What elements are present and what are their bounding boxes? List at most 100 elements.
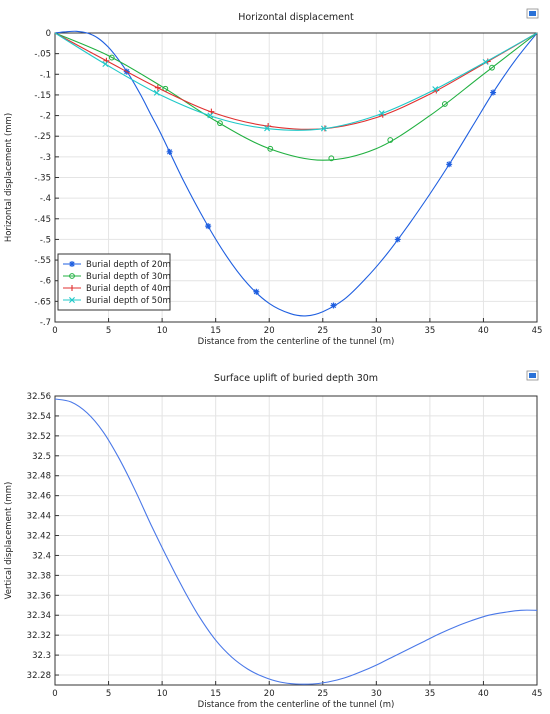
data-point [432, 86, 439, 93]
legend-marker [69, 261, 75, 267]
y-tick-label: 32.54 [27, 412, 51, 422]
data-point [482, 58, 489, 65]
plot-frame [54, 32, 538, 323]
legend-item: Burial depth of 20m [63, 260, 171, 270]
data-point [267, 145, 274, 152]
y-tick-label: 32.46 [27, 492, 51, 502]
legend-item: Burial depth of 30m [63, 272, 171, 282]
y-axis-label: Horizontal displacement (mm) [4, 113, 14, 242]
x-axis-label: Distance from the centerline of the tunn… [198, 337, 395, 347]
x-tick-label: 5 [106, 689, 111, 699]
data-point [166, 148, 173, 155]
y-tick-label: 0 [46, 29, 51, 39]
series-line [54, 398, 538, 685]
data-point [320, 125, 327, 132]
y-tick-label: -.65 [34, 297, 51, 307]
series-line [54, 32, 538, 130]
x-tick-label: 40 [478, 326, 489, 336]
export-plot-icon [526, 8, 539, 19]
y-tick-label: -.35 [34, 174, 51, 184]
y-tick-label: 32.5 [32, 452, 51, 462]
data-point [154, 84, 161, 91]
horizontal-displacement-svg: Horizontal displacement 0 5 10 15 20 25 30 35 40 4… [4, 8, 543, 347]
legend-marker [69, 273, 75, 279]
series-line [54, 30, 538, 317]
y-tick-label: -.4 [40, 194, 51, 204]
x-tick-label: 30 [371, 326, 382, 336]
legend-label: Burial depth of 50m [86, 296, 171, 306]
data-point [489, 64, 495, 71]
x-tick-label: 5 [106, 326, 111, 336]
data-point [328, 155, 335, 162]
surface-uplift-chart: Surface uplift of buried depth 30m 0 5 10 15… [0, 358, 550, 710]
data-point [394, 236, 401, 243]
y-tick-label: -.1 [40, 70, 51, 80]
legend-item: Burial depth of 50m [63, 296, 171, 306]
x-tick-label: 20 [264, 689, 275, 699]
data-point [265, 123, 272, 130]
series-line [54, 32, 538, 131]
surface-uplift-svg: Surface uplift of buried depth 30m 0 5 10 15… [4, 370, 543, 710]
y-tick-label: 32.44 [27, 512, 51, 522]
legend-marker [69, 297, 75, 303]
data-point [490, 89, 497, 96]
x-tick-label: 45 [532, 689, 543, 699]
legend: Burial depth of 20m Burial depth of 30m Bu… [57, 253, 171, 311]
y-tick-label: 32.28 [27, 671, 51, 681]
x-tick-label: 30 [371, 689, 382, 699]
data-point [217, 120, 223, 127]
x-tick-label: 15 [210, 689, 221, 699]
series-4 [54, 32, 538, 132]
y-tick-label: -.2 [40, 112, 51, 122]
y-tick-label: -.25 [34, 132, 51, 142]
y-axis-label: Vertical displacement (mm) [4, 482, 14, 600]
y-tick-label: -.5 [40, 235, 51, 245]
x-axis-label: Distance from the centerline of the tunn… [198, 700, 395, 710]
x-tick-label: 0 [52, 326, 57, 336]
x-tick-label: 45 [532, 326, 543, 336]
x-tick-label: 40 [478, 689, 489, 699]
x-tick-label: 15 [210, 326, 221, 336]
plot-area [55, 396, 537, 685]
data-point [378, 110, 385, 117]
chart-title: Horizontal displacement [238, 12, 354, 23]
x-tick-label: 10 [157, 689, 168, 699]
y-tick-label: 32.52 [27, 432, 51, 442]
y-tick-label: 32.42 [27, 532, 51, 542]
x-tick-label: 25 [317, 326, 328, 336]
export-plot-icon [526, 370, 539, 381]
y-tick-label: 32.32 [27, 631, 51, 641]
data-point [102, 61, 109, 68]
legend-label: Burial depth of 20m [86, 260, 171, 270]
legend-label: Burial depth of 40m [86, 284, 171, 294]
y-tick-label: -.15 [34, 91, 51, 101]
data-point [153, 89, 160, 96]
x-tick-label: 25 [317, 689, 328, 699]
chart-title: Surface uplift of buried depth 30m [214, 373, 378, 384]
y-tick-label: 32.3 [32, 651, 51, 661]
horizontal-displacement-chart: Horizontal displacement 0 5 10 15 20 25 30 35 40 4… [0, 0, 550, 352]
export-icon-screen [529, 373, 536, 378]
y-tick-label: 32.48 [27, 472, 51, 482]
data-point [387, 137, 394, 143]
y-tick-label: -.05 [34, 50, 51, 60]
data-point [446, 161, 453, 168]
x-tick-label: 20 [264, 326, 275, 336]
series-line [54, 32, 538, 161]
legend-item: Burial depth of 40m [63, 284, 171, 294]
y-tick-label: 32.4 [32, 551, 51, 561]
y-tick-label: 32.56 [27, 392, 51, 402]
x-tick-label: 35 [424, 689, 435, 699]
y-tick-label: -.3 [40, 153, 51, 163]
series-1 [54, 30, 538, 317]
y-tick-label: -.6 [40, 277, 51, 287]
plot-frame [54, 395, 538, 686]
x-tick-label: 10 [157, 326, 168, 336]
data-point [253, 288, 260, 295]
y-tick-label: 32.34 [27, 611, 51, 621]
legend-box [57, 253, 171, 311]
data-point [441, 101, 448, 107]
data-point [108, 54, 115, 61]
y-tick-label: -.7 [40, 318, 51, 328]
y-tick-label: 32.36 [27, 591, 51, 601]
